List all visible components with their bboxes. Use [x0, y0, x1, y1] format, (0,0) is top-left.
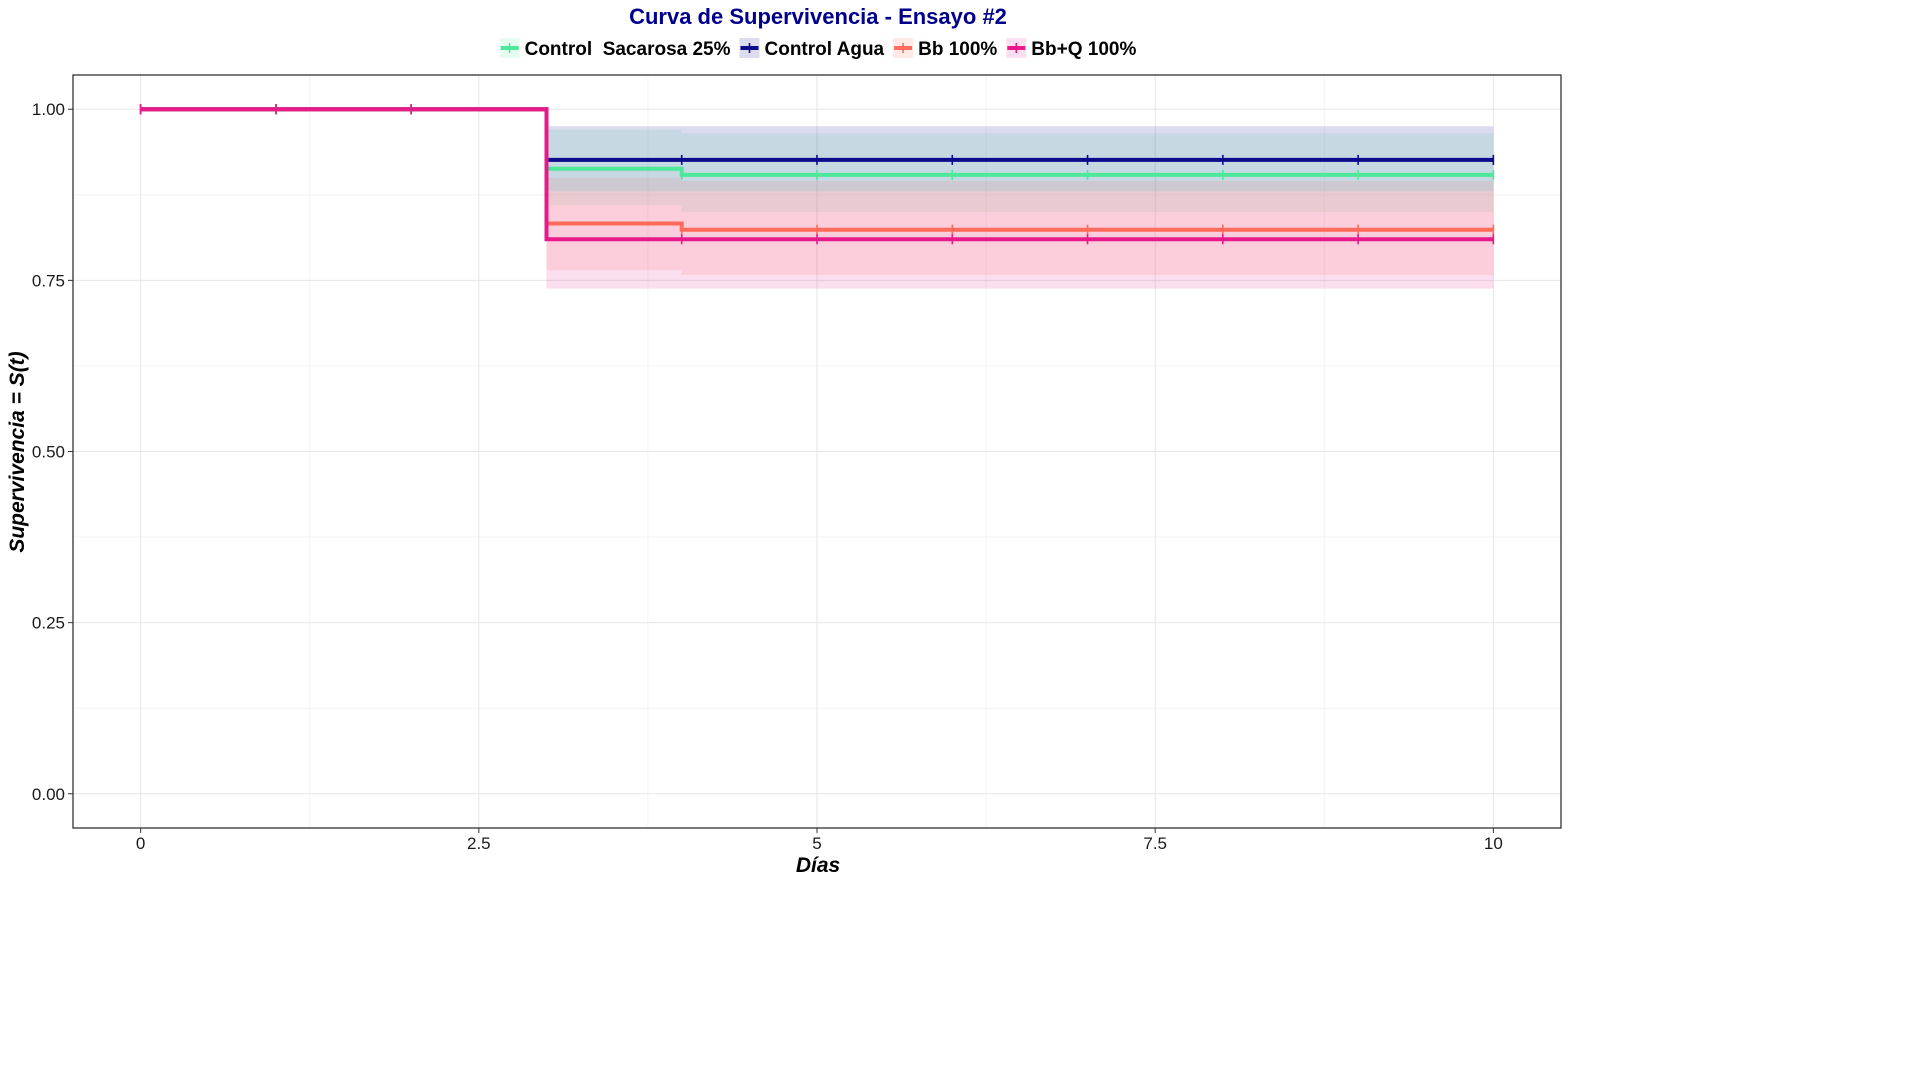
legend: Control Sacarosa 25% Control Agua Bb 100% B… [499, 38, 1136, 60]
y-axis: 0.00 0.25 0.50 0.75 1.00 [32, 100, 73, 804]
confidence-band [140, 109, 1494, 289]
x-tick-label: 7.5 [1143, 834, 1167, 853]
y-tick-label: 0.00 [32, 785, 65, 804]
legend-item: Bb 100% [893, 38, 997, 60]
y-tick-label: 0.75 [32, 271, 65, 290]
x-axis-title: Días [796, 854, 840, 877]
survival-line [140, 107, 1494, 242]
x-tick-label: 10 [1484, 834, 1503, 853]
survival-chart: Curva de Supervivencia - Ensayo #2 Contr… [6, 4, 1562, 877]
confidence-band [140, 109, 1494, 192]
y-tick-label: 0.25 [32, 614, 65, 633]
legend-label: Bb+Q 100% [1031, 39, 1136, 60]
grid [73, 75, 1561, 828]
legend-label: Control Agua [765, 39, 885, 60]
x-tick-label: 0 [136, 834, 145, 853]
x-tick-label: 5 [812, 834, 821, 853]
confidence-band [140, 109, 1494, 275]
legend-item: Bb+Q 100% [1006, 38, 1136, 60]
censor-marks [139, 104, 1495, 245]
x-axis: 0 2.5 5 7.5 10 [136, 828, 1503, 853]
y-axis-title: Supervivencia = S(t) [6, 351, 29, 552]
confidence-bands [140, 109, 1494, 289]
legend-label: Control Sacarosa 25% [525, 39, 731, 60]
legend-item: Control Agua [739, 38, 885, 60]
y-tick-label: 0.50 [32, 443, 65, 462]
chart-title: Curva de Supervivencia - Ensayo #2 [629, 4, 1007, 29]
y-tick-label: 1.00 [32, 100, 65, 119]
x-tick-label: 2.5 [467, 834, 491, 853]
legend-label: Bb 100% [918, 39, 997, 60]
legend-item: Control Sacarosa 25% [499, 38, 731, 60]
